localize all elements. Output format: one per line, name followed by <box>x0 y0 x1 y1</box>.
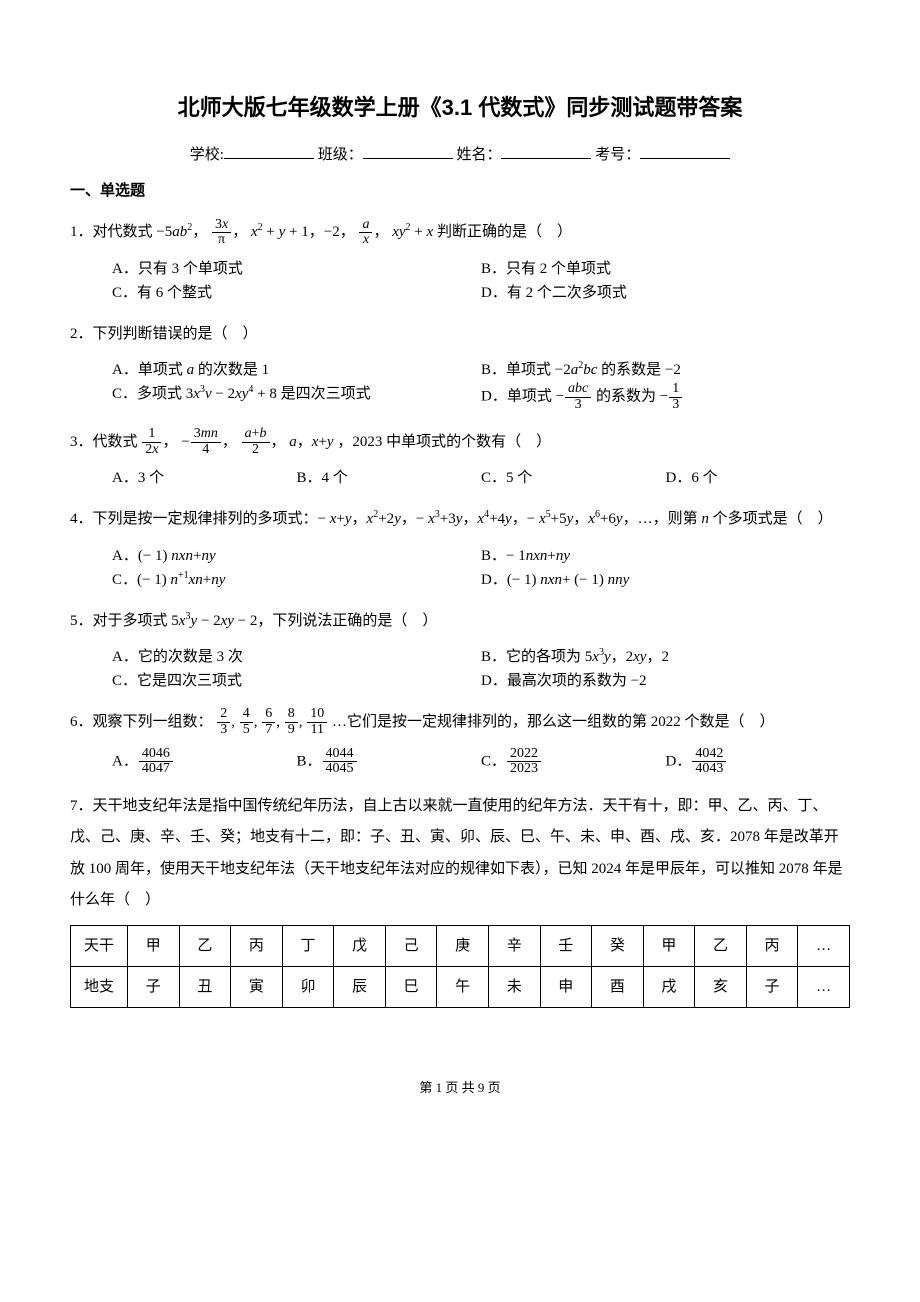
q1-opt-a: A．只有 3 个单项式 <box>112 257 481 281</box>
question-2: 2．下列判断错误的是（ ） <box>70 319 850 351</box>
blank-school <box>224 143 314 159</box>
label-school: 学校: <box>190 147 224 163</box>
page-footer: 第 1 页 共 9 页 <box>70 1078 850 1099</box>
question-6: 6．观察下列一组数： 23, 45, 67, 89, 1011 …它们是按一定规… <box>70 707 850 739</box>
q4-options: A．(− 1) nxn+ny B．− 1nxn+ny C．(− 1) n+1xn… <box>112 544 850 592</box>
q1-opt-b: B．只有 2 个单项式 <box>481 257 850 281</box>
q5-options: A．它的次数是 3 次 B．它的各项为 5x3y，2xy，2 C．它是四次三项式… <box>112 645 850 693</box>
q4-opt-c: C．(− 1) n+1xn+ny <box>112 568 481 592</box>
question-1: 1．对代数式 −5ab2， 3xπ， x2 + y + 1，−2， ax， xy… <box>70 217 850 249</box>
question-4: 4．下列是按一定规律排列的多项式：− x+y，x2+2y，− x3+3y，x4+… <box>70 504 850 536</box>
q6-options: A．40464047 B．40444045 C．20222023 D．40424… <box>112 747 850 777</box>
question-5: 5．对于多项式 5x3y − 2xy − 2，下列说法正确的是（ ） <box>70 606 850 638</box>
q2-opt-b: B．单项式 −2a2bc 的系数是 −2 <box>481 358 850 382</box>
question-3: 3．代数式 12x， −3mn4， a+b2， a，x+y ，2023 中单项式… <box>70 427 850 459</box>
table-row-tiangan: 天干甲乙丙丁戊己庚辛壬癸甲乙丙… <box>71 925 850 966</box>
blank-exam <box>640 143 730 159</box>
q1-opt-c: C．有 6 个整式 <box>112 281 481 305</box>
q6-opt-c: C．20222023 <box>481 747 666 777</box>
q4-opt-a: A．(− 1) nxn+ny <box>112 544 481 568</box>
q5-opt-d: D．最高次项的系数为 −2 <box>481 669 850 693</box>
question-7: 7．天干地支纪年法是指中国传统纪年历法，自上古以来就一直使用的纪年方法．天干有十… <box>70 791 850 917</box>
q3-opt-c: C．5 个 <box>481 466 666 490</box>
q5-opt-b: B．它的各项为 5x3y，2xy，2 <box>481 645 850 669</box>
q6-opt-b: B．40444045 <box>297 747 482 777</box>
q4-opt-b: B．− 1nxn+ny <box>481 544 850 568</box>
q2-opt-c: C．多项式 3x3v − 2xy4 + 8 是四次三项式 <box>112 382 481 412</box>
blank-name <box>501 143 591 159</box>
q6-opt-a: A．40464047 <box>112 747 297 777</box>
label-exam: 考号： <box>595 147 640 163</box>
tiangan-dizhi-table: 天干甲乙丙丁戊己庚辛壬癸甲乙丙… 地支子丑寅卯辰巳午未申酉戌亥子… <box>70 925 850 1008</box>
blank-class <box>363 143 453 159</box>
info-line: 学校: 班级： 姓名： 考号： <box>70 143 850 167</box>
table-row-dizhi: 地支子丑寅卯辰巳午未申酉戌亥子… <box>71 966 850 1007</box>
q2-opt-d: D．单项式 −abc3 的系数为 −13 <box>481 382 850 412</box>
q1-opt-d: D．有 2 个二次多项式 <box>481 281 850 305</box>
label-name: 姓名： <box>456 147 501 163</box>
q3-opt-d: D．6 个 <box>666 466 851 490</box>
q3-opt-b: B．4 个 <box>297 466 482 490</box>
q4-opt-d: D．(− 1) nxn+ (− 1) nny <box>481 568 850 592</box>
q3-options: A．3 个 B．4 个 C．5 个 D．6 个 <box>112 466 850 490</box>
doc-title: 北师大版七年级数学上册《3.1 代数式》同步测试题带答案 <box>70 90 850 125</box>
q2-options: A．单项式 a 的次数是 1 B．单项式 −2a2bc 的系数是 −2 C．多项… <box>112 358 850 412</box>
q5-opt-c: C．它是四次三项式 <box>112 669 481 693</box>
q6-opt-d: D．40424043 <box>666 747 851 777</box>
q3-opt-a: A．3 个 <box>112 466 297 490</box>
q1-options: A．只有 3 个单项式 B．只有 2 个单项式 C．有 6 个整式 D．有 2 … <box>112 257 850 305</box>
label-class: 班级： <box>318 147 363 163</box>
q2-opt-a: A．单项式 a 的次数是 1 <box>112 358 481 382</box>
q5-opt-a: A．它的次数是 3 次 <box>112 645 481 669</box>
section-heading: 一、单选题 <box>70 179 850 203</box>
